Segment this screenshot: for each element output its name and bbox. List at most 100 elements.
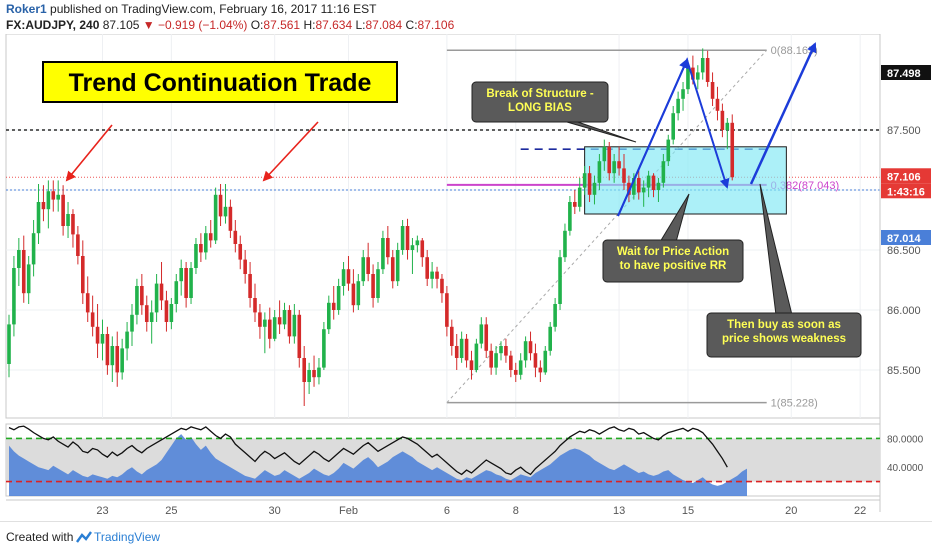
candle-body — [573, 202, 577, 207]
candle-body — [341, 269, 346, 286]
candle-body — [356, 281, 361, 306]
candle-body — [302, 358, 306, 382]
oscillator-pane[interactable]: 80.0000 40.0000 — [5, 423, 924, 497]
candle — [725, 118, 730, 150]
candle — [189, 262, 193, 304]
candle-body — [213, 194, 218, 241]
author-name[interactable]: Roker1 — [6, 2, 47, 16]
candle — [327, 295, 331, 334]
price-tick-label: 86.000 — [887, 305, 921, 317]
fib-0-label: 0(88.165) — [771, 45, 818, 57]
wait-price-callout-text: Wait for Price Action — [617, 246, 729, 258]
tradingview-logo-icon — [76, 531, 92, 543]
candle — [513, 362, 518, 382]
title-text: Trend Continuation Trade — [69, 69, 372, 97]
fib-1-label: 1(85.228) — [771, 398, 818, 410]
candle — [41, 185, 46, 222]
candle — [213, 187, 218, 244]
candle — [71, 209, 75, 248]
candle — [46, 180, 51, 229]
candle — [386, 226, 390, 265]
candle — [312, 355, 316, 387]
candle — [641, 180, 646, 207]
candle — [307, 362, 311, 394]
candle-body — [90, 312, 95, 327]
candle — [705, 50, 710, 87]
candle-body — [292, 314, 297, 337]
candle-body — [115, 346, 120, 373]
candle — [464, 334, 469, 368]
candle-body — [248, 274, 252, 298]
candle-body — [100, 334, 105, 344]
candle-body — [297, 314, 302, 358]
candle — [258, 304, 262, 339]
candle-body — [459, 338, 464, 358]
candle-body — [691, 67, 695, 80]
time-tick-label: 25 — [165, 505, 177, 517]
candle — [681, 82, 685, 111]
impulse-up-arrow — [617, 58, 689, 217]
ohlc-line: FX:AUDJPY, 240 87.105 ▼ −0.919 (−1.04%) … — [6, 18, 454, 32]
candle — [400, 220, 405, 255]
candles — [7, 48, 735, 406]
price-axis[interactable]: 85.50086.00086.50087.00087.50087.49887.1… — [879, 34, 932, 512]
candle — [710, 72, 715, 106]
candle-body — [666, 139, 671, 162]
candle — [85, 276, 90, 322]
candle-body — [528, 341, 533, 354]
candle — [445, 286, 449, 337]
candle — [125, 322, 129, 361]
candle-body — [523, 341, 528, 361]
candle — [469, 350, 474, 380]
candle-body — [110, 346, 115, 366]
candle-body — [189, 268, 193, 298]
osc-tick-80: 80.0000 — [887, 434, 924, 445]
candle-body — [410, 245, 415, 250]
price-tick-label: 87.500 — [887, 125, 921, 137]
candle — [36, 184, 41, 244]
candle — [479, 317, 484, 349]
candle-body — [612, 161, 616, 174]
candle-body — [272, 317, 277, 339]
candle-body — [179, 268, 183, 282]
close-label: C: — [405, 18, 418, 32]
candle — [130, 304, 134, 346]
candle-body — [494, 353, 498, 368]
candle-body — [105, 334, 110, 366]
candle — [577, 178, 582, 212]
candle — [159, 262, 164, 310]
candle-body — [223, 206, 228, 217]
candle — [277, 300, 282, 334]
title-box — [42, 61, 398, 103]
candle-body — [725, 122, 730, 130]
candle-body — [312, 370, 316, 378]
symbol-label[interactable]: FX:AUDJPY, 240 — [6, 18, 100, 32]
candle — [322, 322, 326, 370]
candle — [627, 175, 631, 202]
candle-body — [12, 268, 16, 325]
time-tick-label: 22 — [854, 505, 866, 517]
candle — [405, 218, 410, 260]
candle — [450, 319, 454, 356]
wait-price-callout-text: to have positive RR — [620, 260, 727, 272]
candle-body — [440, 278, 444, 294]
fib-trend-line — [446, 49, 768, 403]
annotations-layer: Trend Continuation Trade Break of Structu… — [42, 42, 862, 358]
candle — [499, 341, 503, 361]
candle-body — [464, 338, 469, 361]
candle — [21, 235, 26, 303]
candle — [636, 170, 641, 200]
candle — [558, 250, 562, 310]
candle-body — [31, 233, 36, 265]
price-badge-support-bg — [881, 230, 931, 245]
candle — [720, 103, 725, 138]
candle — [51, 180, 56, 212]
tradingview-brand[interactable]: TradingView — [94, 530, 161, 544]
time-tick-label: 13 — [613, 505, 625, 517]
low-label: L: — [355, 18, 366, 32]
candle — [263, 312, 267, 354]
candle — [440, 274, 444, 303]
candle — [346, 256, 351, 291]
chart-canvas[interactable]: 0(88.165) 0.382(87.043) 1(85.228) Trend Co… — [0, 34, 932, 521]
time-axis[interactable]: 23 25 30 Feb 6 8 13 15 20 22 — [6, 499, 880, 517]
